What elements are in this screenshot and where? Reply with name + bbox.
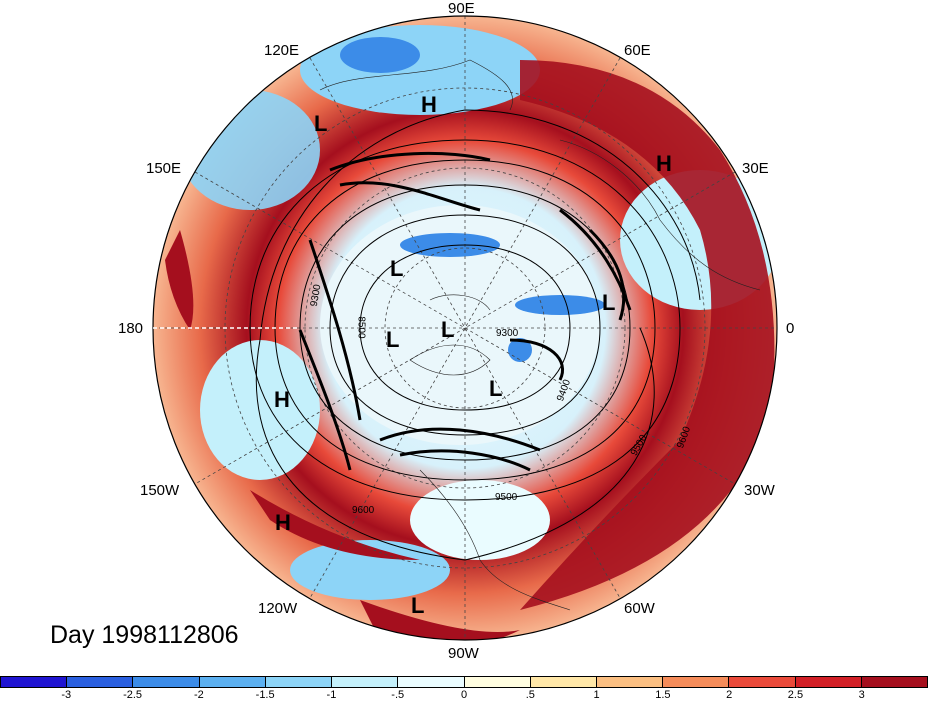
colorbar-segment <box>332 677 399 687</box>
colorbar-tick-label: 1 <box>593 689 600 701</box>
date-label: Day 1998112806 <box>50 621 239 649</box>
anomaly-patch <box>340 37 420 73</box>
anomaly-patch <box>180 90 320 210</box>
lon-label-150w: 150W <box>140 482 180 499</box>
lon-label-30w: 30W <box>744 482 775 499</box>
anomaly-patch <box>400 233 500 257</box>
colorbar-segment <box>530 677 597 687</box>
colorbar-tick-label: -2 <box>193 689 204 701</box>
lon-label-120w: 120W <box>258 600 298 617</box>
lon-label-90w: 90W <box>448 645 479 662</box>
low-pressure-marker: L <box>489 376 503 401</box>
high-pressure-marker: H <box>274 387 290 412</box>
colorbar-tick-label: 1.5 <box>655 689 671 701</box>
lon-label-180: 180 <box>118 320 144 337</box>
anomaly-patch <box>320 205 600 445</box>
colorbar-tick-label: 0 <box>460 689 468 701</box>
low-pressure-marker: L <box>386 327 400 352</box>
high-pressure-marker: H <box>421 92 437 117</box>
low-pressure-marker: L <box>390 256 404 281</box>
anomaly-patch <box>515 295 605 315</box>
colorbar-tick-label: -1.5 <box>255 689 275 701</box>
contour-label: 9300 <box>496 328 519 339</box>
anomaly-patch <box>290 540 450 600</box>
anomaly-patch <box>165 230 194 330</box>
colorbar-segment <box>795 677 862 687</box>
low-pressure-marker: L <box>411 593 425 618</box>
colorbar-segment <box>398 677 465 687</box>
contour-label: 9600 <box>352 505 375 516</box>
colorbar-tick-label: -2.5 <box>123 689 143 701</box>
graticule <box>153 16 777 640</box>
colorbar-segment <box>729 677 796 687</box>
lon-label-150e: 150E <box>146 160 182 177</box>
lon-label-120e: 120E <box>264 42 300 59</box>
colorbar-tick-label: 3 <box>858 689 865 701</box>
colorbar-tick-label: .5 <box>525 689 535 701</box>
colorbar-segment <box>663 677 730 687</box>
lon-label-0: 0 <box>786 320 795 337</box>
lon-label-30e: 30E <box>742 160 769 177</box>
colorbar-segment <box>1 677 68 687</box>
high-pressure-marker: H <box>275 510 291 535</box>
anomaly-patch <box>200 340 320 480</box>
lon-label-90e: 90E <box>448 0 475 17</box>
lon-label-60w: 60W <box>624 600 655 617</box>
lon-label-60e: 60E <box>624 42 651 59</box>
colorbar-tick-label: -3 <box>61 689 72 701</box>
low-pressure-marker: L <box>602 290 616 315</box>
high-pressure-marker: H <box>656 151 672 176</box>
colorbar <box>0 676 928 688</box>
anomaly-patch <box>410 480 550 560</box>
anomaly-patch <box>250 490 420 560</box>
jet-stream-contours <box>298 151 632 472</box>
colorbar-segment <box>596 677 664 687</box>
anomaly-patch <box>520 60 775 610</box>
colorbar-ticks: -3 -2.5 -2 -1.5 -1 -.5 0 .5 1 1.5 2 2.5 3 <box>0 689 928 702</box>
contour-label: 9500 <box>495 492 518 503</box>
low-pressure-marker: L <box>314 111 328 136</box>
colorbar-tick-label: -.5 <box>391 689 405 701</box>
colorbar-tick-label: 2.5 <box>787 689 804 701</box>
colorbar-tick-label: 2 <box>726 689 733 701</box>
low-pressure-marker: L <box>441 317 455 342</box>
colorbar-segment <box>265 677 333 687</box>
colorbar-tick-label: -1 <box>326 689 337 701</box>
colorbar-segment <box>67 677 134 687</box>
colorbar-segment <box>464 677 531 687</box>
colorbar-segment <box>133 677 200 687</box>
colorbar-segment <box>861 677 928 687</box>
anomaly-patch <box>300 25 540 115</box>
coastlines <box>319 59 761 611</box>
contour-label: 8500 <box>355 316 367 339</box>
colorbar-segment <box>199 677 266 687</box>
